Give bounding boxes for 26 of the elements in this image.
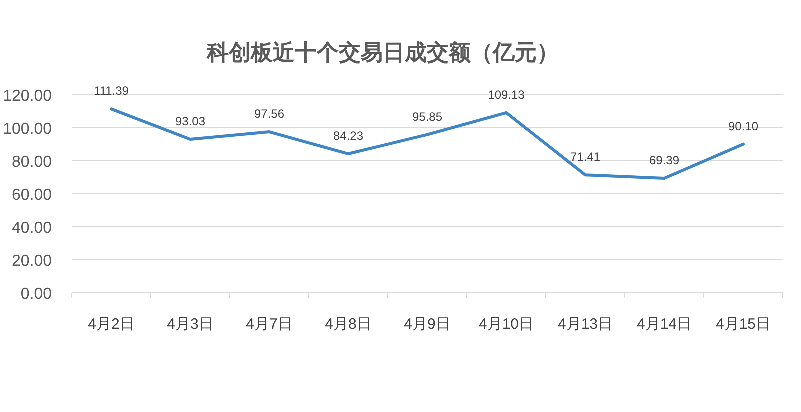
x-tick-label: 4月10日 (478, 316, 534, 333)
y-tick-label: 20.00 (12, 253, 52, 270)
x-tick-label: 4月8日 (325, 316, 372, 333)
data-label: 111.39 (94, 84, 130, 98)
data-label: 71.41 (570, 150, 601, 164)
data-label: 84.23 (333, 129, 364, 144)
y-tick-label: 0.00 (20, 286, 52, 303)
x-tick-label: 4月7日 (246, 316, 293, 333)
x-tick-label: 4月9日 (404, 316, 451, 333)
data-label: 109.13 (488, 88, 526, 102)
y-tick-label: 100.00 (3, 121, 52, 138)
data-label: 95.85 (412, 110, 443, 124)
x-tick-label: 4月14日 (636, 316, 692, 333)
y-tick-label: 120.00 (3, 88, 52, 105)
data-label: 93.03 (175, 114, 206, 128)
x-tick-label: 4月2日 (88, 316, 135, 333)
x-tick-label: 4月15日 (716, 316, 772, 333)
data-label: 69.39 (649, 154, 680, 168)
data-label: 90.10 (728, 119, 759, 134)
y-tick-label: 40.00 (12, 220, 52, 237)
data-label: 97.56 (254, 107, 285, 122)
y-tick-label: 60.00 (12, 187, 52, 204)
x-tick-label: 4月3日 (167, 316, 214, 333)
chart-title: 科创板近十个交易日成交额（亿元） (206, 40, 559, 65)
y-tick-label: 80.00 (12, 154, 52, 171)
x-tick-label: 4月13日 (558, 316, 614, 333)
